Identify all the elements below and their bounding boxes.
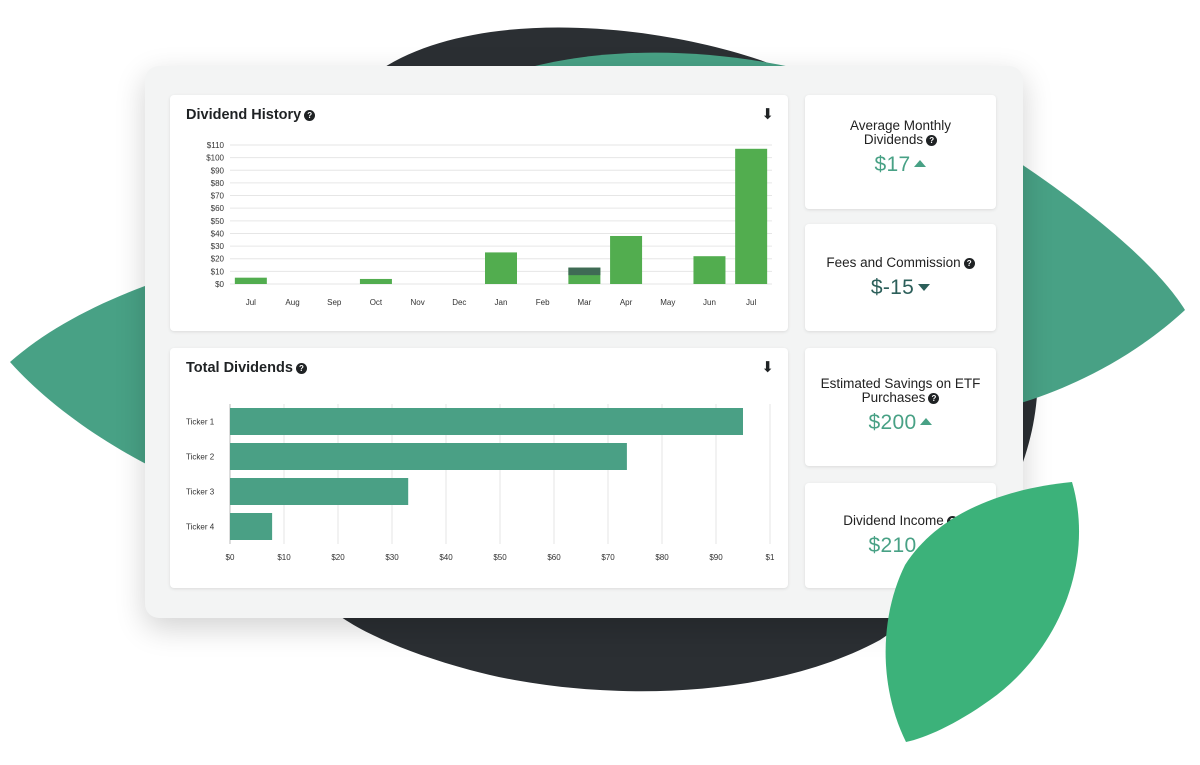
x-tick-label: Aug (285, 298, 299, 307)
x-tick-label: Mar (577, 298, 591, 307)
x-tick-label: $60 (547, 553, 561, 562)
download-icon[interactable]: ⬇ (761, 359, 774, 376)
total-dividends-card: Total Dividends? ⬇ $0 $10 $20 $30 $40 $50 $60 $… (170, 348, 788, 588)
x-tick-label: $80 (655, 553, 669, 562)
x-tick-label: Dec (452, 298, 466, 307)
y-tick-label: $100 (206, 154, 224, 163)
question-icon[interactable]: ? (295, 362, 307, 374)
y-tick-label: $10 (211, 267, 225, 276)
stat-value: $-15 (805, 276, 996, 300)
bar[interactable] (359, 278, 392, 284)
bar[interactable] (230, 443, 627, 470)
y-tick-label: $50 (211, 217, 225, 226)
x-tick-label: $40 (439, 553, 453, 562)
x-tick-label: $90 (709, 553, 723, 562)
stat-label: Fees and Commission? (805, 256, 996, 270)
y-tick-label: Ticker 3 (186, 488, 215, 497)
dividend-history-card: Dividend History? ⬇ $0 $10 $20 $30 $40 $50 $60… (170, 95, 788, 331)
y-tick-label: $80 (211, 179, 225, 188)
x-tick-label: Jan (495, 298, 508, 307)
x-tick-label: Nov (410, 298, 424, 307)
question-icon[interactable]: ? (304, 109, 316, 121)
stat-card-fees: Fees and Commission? $-15 (805, 224, 996, 331)
x-tick-label: Oct (370, 298, 383, 307)
stat-value: $210 (805, 534, 996, 558)
stat-label: Average Monthly Dividends? (849, 118, 952, 147)
stat-value: $17 (805, 153, 996, 177)
question-icon[interactable]: ? (946, 515, 958, 527)
x-tick-label: May (660, 298, 675, 307)
x-tick-label: Sep (327, 298, 342, 307)
caret-down-icon (918, 283, 931, 291)
y-tick-label: Ticker 4 (186, 523, 215, 532)
question-icon[interactable]: ? (926, 134, 938, 146)
total-dividends-chart: $0 $10 $20 $30 $40 $50 $60 $70 $80 $90 $1 Ticker 1 T… (186, 404, 775, 562)
question-icon[interactable]: ? (963, 257, 975, 269)
bar-highlight-segment[interactable] (568, 267, 601, 276)
bar[interactable] (230, 513, 273, 540)
y-tick-label: $90 (211, 166, 225, 175)
caret-up-icon (914, 159, 927, 167)
stat-label: Dividend Income? (805, 514, 996, 528)
stat-value: $200 (805, 411, 996, 435)
x-tick-label: Feb (536, 298, 550, 307)
y-tick-label: $70 (211, 192, 225, 201)
x-tick-label: Jul (746, 298, 756, 307)
x-tick-label: $10 (277, 553, 291, 562)
question-icon[interactable]: ? (928, 392, 940, 404)
x-tick-label: $0 (226, 553, 235, 562)
bar[interactable] (610, 235, 643, 284)
dashboard-frame: Dividend History? ⬇ $0 $10 $20 $30 $40 $50 $60… (145, 66, 1023, 618)
y-tick-label: $110 (207, 141, 225, 150)
dividend-history-title: Dividend History (186, 107, 302, 123)
x-tick-label: $20 (331, 553, 345, 562)
x-tick-label: Apr (620, 298, 633, 307)
bar[interactable] (693, 256, 726, 284)
card-title: Dividend History? (186, 107, 316, 123)
bar[interactable] (230, 408, 743, 435)
y-tick-label: Ticker 1 (186, 418, 215, 427)
y-tick-label: $40 (211, 229, 225, 238)
download-icon[interactable]: ⬇ (761, 106, 774, 123)
caret-up-icon (920, 417, 933, 425)
y-tick-label: $0 (215, 280, 224, 289)
dividend-history-chart: $0 $10 $20 $30 $40 $50 $60 $70 $80 $90 $100 $110 Jul… (206, 141, 772, 307)
y-tick-label: Ticker 2 (186, 453, 215, 462)
stat-card-average-monthly: Average Monthly Dividends? $17 (805, 95, 996, 209)
stat-card-dividend-income: Dividend Income? $210 (805, 483, 996, 588)
stat-label: Estimated Savings on ETF Purchases? (820, 376, 981, 405)
bar[interactable] (230, 478, 409, 505)
x-tick-label: Jul (246, 298, 256, 307)
x-tick-label: Jun (703, 298, 716, 307)
caret-up-icon (920, 540, 933, 548)
x-tick-label: $30 (385, 553, 399, 562)
y-tick-label: $30 (211, 242, 225, 251)
x-tick-label: $70 (601, 553, 615, 562)
bar[interactable] (485, 252, 517, 284)
total-dividends-title: Total Dividends (186, 360, 293, 376)
card-title: Total Dividends? (186, 360, 307, 376)
x-tick-label: $50 (493, 553, 507, 562)
stat-card-etf-savings: Estimated Savings on ETF Purchases? $200 (805, 348, 996, 466)
y-tick-label: $60 (211, 204, 225, 213)
x-tick-label: $1 (766, 553, 775, 562)
bar[interactable] (735, 148, 768, 284)
bar[interactable] (234, 277, 267, 284)
y-tick-label: $20 (211, 255, 225, 264)
